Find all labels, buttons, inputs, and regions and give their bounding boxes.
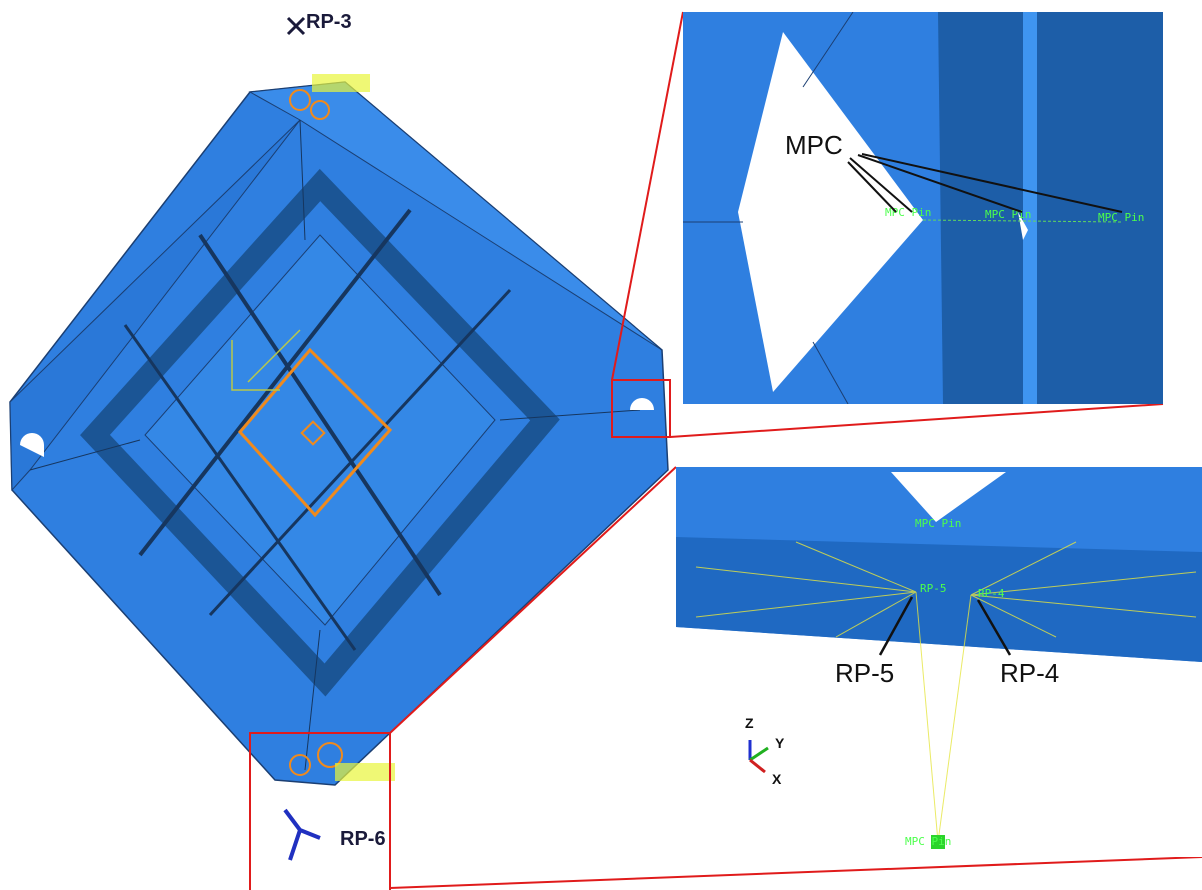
zoom-bottom: MPC Pin MPC Pin RP-5 RP-4 RP-5 RP-4 Z Y … xyxy=(676,467,1202,857)
rp3-label: RP-3 xyxy=(306,11,352,33)
mpc-label: MPC xyxy=(785,130,843,160)
mpc-pin-tag: MPC Pin xyxy=(985,208,1031,221)
rp-tag: RP-4 xyxy=(978,587,1005,600)
axis-y: Y xyxy=(775,735,785,751)
axis-z: Z xyxy=(745,715,754,731)
mpc-pin-tag: MPC Pin xyxy=(885,206,931,219)
rp6-label: RP-6 xyxy=(340,828,386,850)
mpc-pin-tag: MPC Pin xyxy=(915,517,961,530)
mpc-pin-tag: MPC Pin xyxy=(905,835,951,848)
callouts xyxy=(249,11,1202,890)
model: RP-3 RP-6 xyxy=(9,11,669,861)
rp5-label: RP-5 xyxy=(835,658,894,688)
zoom-top: MPC Pin MPC Pin MPC Pin MPC xyxy=(683,12,1163,404)
axis-x: X xyxy=(772,771,782,787)
mpc-pin-tag: MPC Pin xyxy=(1098,211,1144,224)
rp4-label: RP-4 xyxy=(1000,658,1059,688)
rp-tag: RP-5 xyxy=(920,582,947,595)
